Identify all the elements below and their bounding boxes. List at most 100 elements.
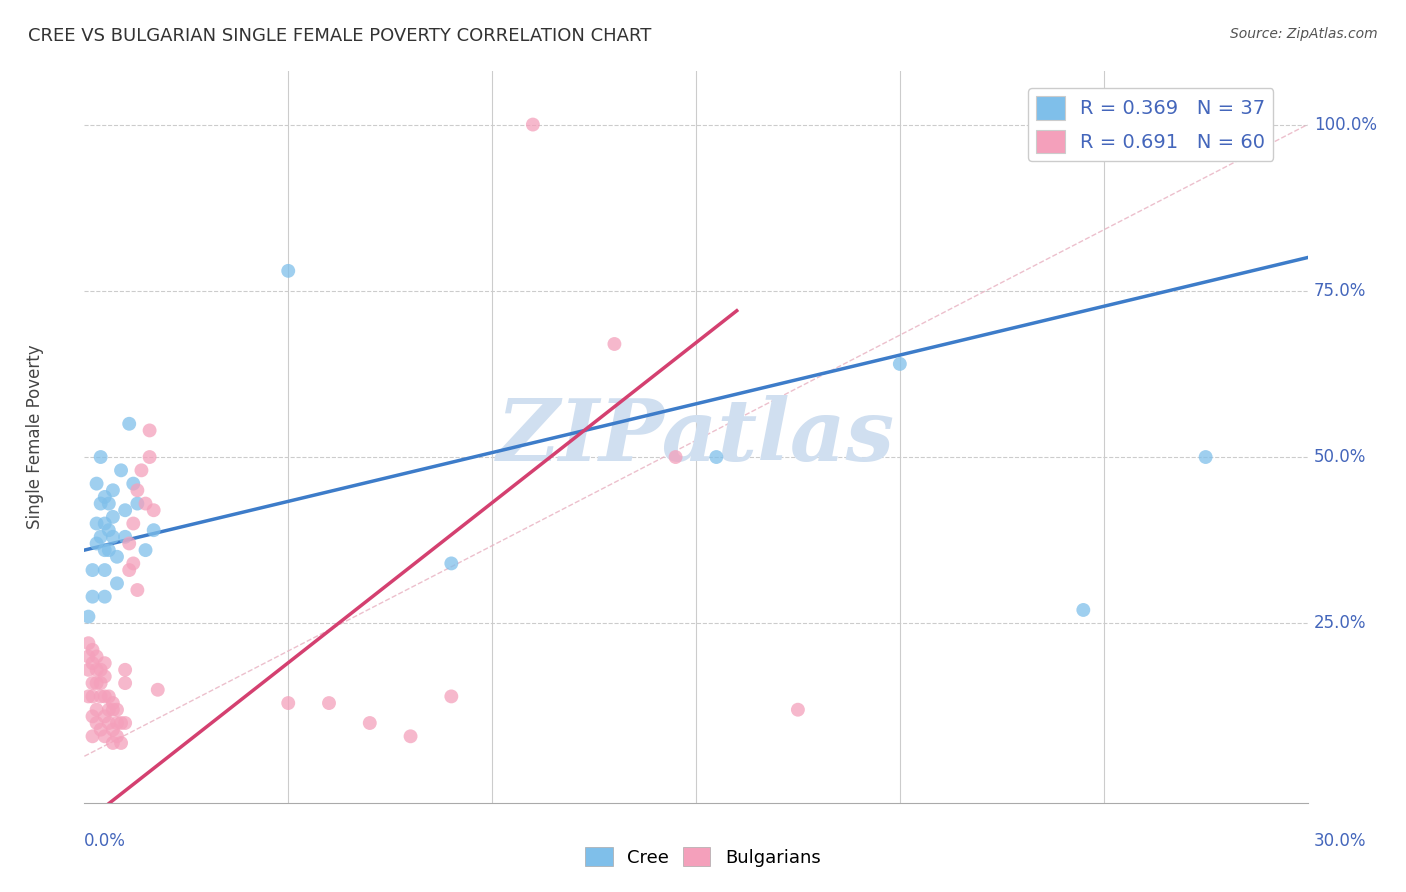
Point: [90, 690, 112, 704]
Text: CREE VS BULGARIAN SINGLE FEMALE POVERTY CORRELATION CHART: CREE VS BULGARIAN SINGLE FEMALE POVERTY …: [28, 27, 651, 45]
Point: [97, 690, 120, 704]
Point: [122, 476, 145, 491]
Text: 75.0%: 75.0%: [1313, 282, 1367, 300]
Point: [101, 509, 124, 524]
Point: [1174, 118, 1197, 132]
Point: [118, 417, 141, 431]
Point: [86, 676, 108, 690]
Point: [90, 530, 112, 544]
Point: [122, 516, 145, 531]
Point: [127, 582, 149, 597]
Point: [1073, 603, 1095, 617]
Text: Source: ZipAtlas.com: Source: ZipAtlas.com: [1230, 27, 1378, 41]
Point: [97, 703, 120, 717]
Point: [90, 676, 112, 690]
Point: [97, 543, 120, 558]
Point: [277, 264, 299, 278]
Point: [359, 716, 381, 731]
Point: [118, 563, 141, 577]
Point: [135, 543, 157, 558]
Point: [77, 649, 100, 664]
Point: [142, 503, 165, 517]
Point: [93, 543, 115, 558]
Point: [101, 736, 124, 750]
Point: [114, 663, 136, 677]
Point: [114, 676, 136, 690]
Point: [706, 450, 728, 464]
Text: 30.0%: 30.0%: [1313, 832, 1367, 850]
Text: 50.0%: 50.0%: [1313, 448, 1367, 466]
Text: ZIPatlas: ZIPatlas: [496, 395, 896, 479]
Point: [101, 723, 124, 737]
Point: [101, 696, 124, 710]
Point: [93, 490, 115, 504]
Point: [318, 696, 340, 710]
Point: [105, 716, 128, 731]
Point: [138, 424, 160, 438]
Point: [146, 682, 169, 697]
Point: [93, 563, 115, 577]
Point: [77, 609, 100, 624]
Point: [82, 690, 104, 704]
Point: [82, 729, 104, 743]
Point: [86, 516, 108, 531]
Point: [105, 576, 128, 591]
Point: [93, 690, 115, 704]
Point: [110, 736, 132, 750]
Point: [82, 709, 104, 723]
Point: [101, 483, 124, 498]
Point: [86, 716, 108, 731]
Point: [105, 703, 128, 717]
Text: 0.0%: 0.0%: [84, 832, 127, 850]
Point: [82, 643, 104, 657]
Point: [77, 636, 100, 650]
Point: [114, 530, 136, 544]
Point: [90, 723, 112, 737]
Text: 100.0%: 100.0%: [1313, 116, 1376, 134]
Point: [127, 483, 149, 498]
Point: [142, 523, 165, 537]
Point: [1195, 450, 1218, 464]
Point: [889, 357, 911, 371]
Point: [97, 523, 120, 537]
Legend: R = 0.369   N = 37, R = 0.691   N = 60: R = 0.369 N = 37, R = 0.691 N = 60: [1028, 88, 1274, 161]
Point: [399, 729, 422, 743]
Point: [138, 450, 160, 464]
Point: [665, 450, 688, 464]
Point: [90, 663, 112, 677]
Point: [86, 703, 108, 717]
Text: Single Female Poverty: Single Female Poverty: [27, 345, 45, 529]
Point: [127, 497, 149, 511]
Point: [135, 497, 157, 511]
Point: [93, 516, 115, 531]
Point: [90, 450, 112, 464]
Point: [82, 590, 104, 604]
Point: [105, 729, 128, 743]
Point: [110, 716, 132, 731]
Point: [110, 463, 132, 477]
Point: [86, 476, 108, 491]
Point: [440, 690, 463, 704]
Point: [522, 118, 544, 132]
Point: [277, 696, 299, 710]
Point: [93, 669, 115, 683]
Point: [82, 656, 104, 670]
Point: [77, 690, 100, 704]
Point: [114, 716, 136, 731]
Point: [97, 497, 120, 511]
Point: [90, 497, 112, 511]
Point: [440, 557, 463, 571]
Point: [105, 549, 128, 564]
Point: [787, 703, 810, 717]
Legend: Cree, Bulgarians: Cree, Bulgarians: [578, 840, 828, 874]
Point: [93, 709, 115, 723]
Point: [122, 557, 145, 571]
Point: [93, 729, 115, 743]
Point: [131, 463, 153, 477]
Point: [93, 656, 115, 670]
Point: [114, 503, 136, 517]
Point: [118, 536, 141, 550]
Point: [82, 676, 104, 690]
Text: 25.0%: 25.0%: [1313, 615, 1367, 632]
Point: [86, 536, 108, 550]
